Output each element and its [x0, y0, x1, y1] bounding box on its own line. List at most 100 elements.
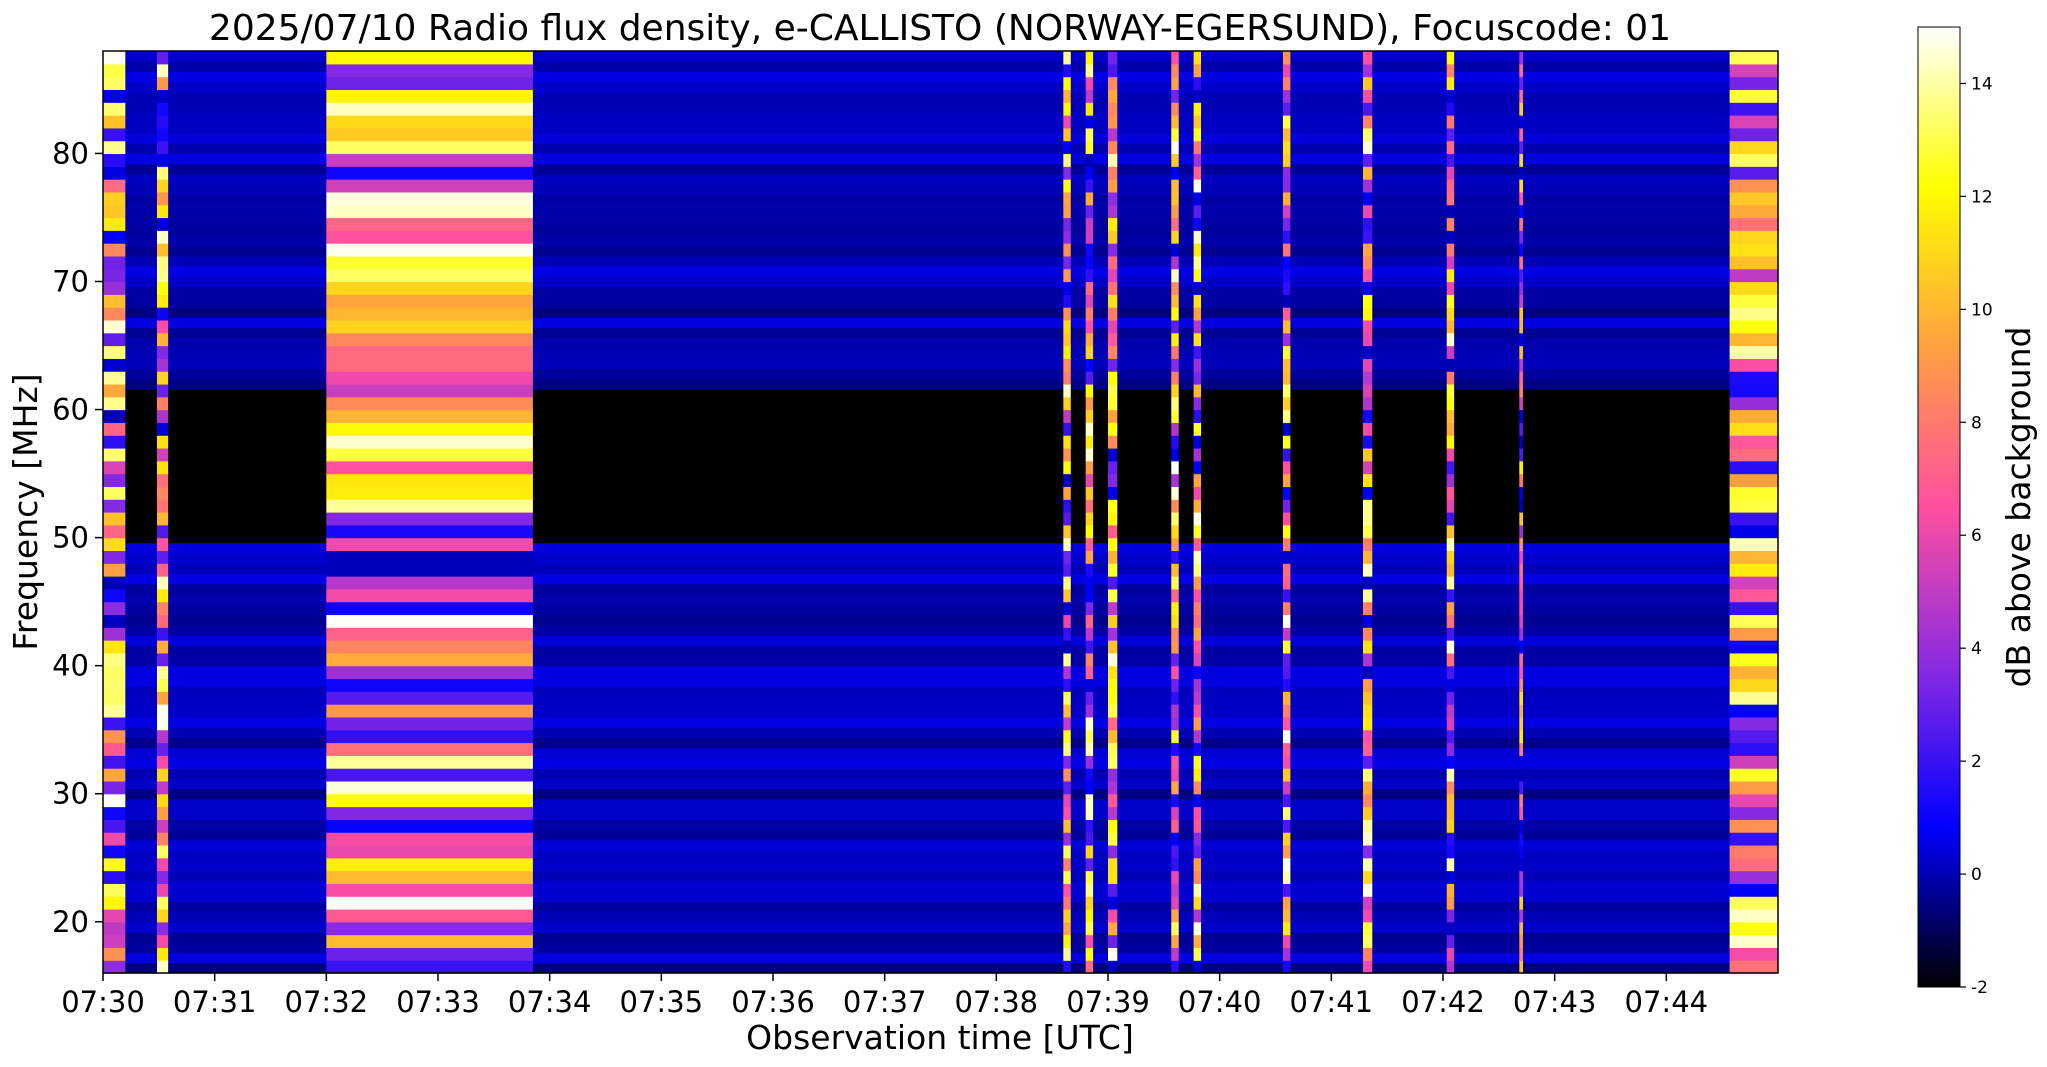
burst-cell: [1085, 294, 1094, 308]
burst-cell: [1108, 652, 1118, 667]
burst-cell: [103, 665, 126, 680]
background-band: [103, 952, 1778, 964]
burst-cell: [103, 345, 126, 359]
burst-cell: [1063, 755, 1071, 769]
burst-cell: [1729, 601, 1778, 616]
burst: [103, 51, 126, 974]
burst-cell: [1282, 102, 1291, 116]
background-band: [103, 696, 1778, 708]
burst-cell: [1446, 857, 1455, 872]
burst-cell: [326, 576, 533, 590]
burst-cell: [1108, 319, 1118, 334]
burst-cell: [103, 691, 126, 705]
colorbar-tick-label: 14: [1971, 74, 1993, 94]
burst-cell: [1085, 460, 1094, 475]
burst-cell: [326, 768, 533, 782]
burst-cell: [156, 960, 169, 974]
burst-cell: [1108, 204, 1118, 219]
burst-cell: [103, 857, 126, 872]
burst-cell: [1362, 89, 1373, 103]
burst-cell: [1193, 883, 1202, 897]
y-tick-label: 30: [52, 777, 89, 811]
burst-cell: [1063, 140, 1071, 155]
burst-cell: [1063, 857, 1071, 872]
burst-cell: [1085, 255, 1094, 270]
burst-cell: [1362, 153, 1373, 167]
burst-cell: [1193, 191, 1202, 206]
burst-cell: [103, 255, 126, 270]
burst-cell: [156, 115, 169, 129]
burst-cell: [1362, 422, 1373, 436]
burst-cell: [103, 934, 126, 948]
burst-cell: [1519, 230, 1524, 244]
burst-cell: [1729, 870, 1778, 884]
burst-cell: [1282, 960, 1291, 974]
colorbar-label: dB above background: [1999, 327, 2038, 688]
background-band: [103, 901, 1778, 913]
burst-cell: [1108, 678, 1118, 692]
burst-cell: [103, 307, 126, 321]
background-band: [103, 378, 1778, 390]
burst-cell: [1085, 217, 1094, 231]
burst-cell: [1085, 768, 1094, 782]
burst-cell: [1729, 934, 1778, 948]
burst-cell: [1085, 191, 1094, 206]
burst-cell: [1171, 550, 1179, 564]
burst-cell: [1108, 127, 1118, 142]
colorbar-tick-label: 8: [1971, 413, 1982, 433]
burst-cell: [1063, 179, 1071, 193]
burst-cell: [1171, 319, 1179, 334]
burst-cell: [1446, 422, 1455, 436]
burst-cell: [156, 947, 169, 961]
burst-cell: [156, 345, 169, 359]
burst-cell: [103, 179, 126, 193]
burst-cell: [1446, 627, 1455, 641]
burst-cell: [1193, 947, 1202, 961]
background-band: [103, 204, 1778, 216]
burst-cell: [1446, 486, 1455, 500]
burst-cell: [1519, 473, 1524, 487]
burst-cell: [1171, 934, 1179, 948]
burst-cell: [1063, 896, 1071, 910]
burst-cell: [1193, 435, 1202, 449]
burst-cell: [1193, 576, 1202, 590]
background-band: [103, 225, 1778, 236]
burst-cell: [156, 409, 169, 423]
burst-cell: [1108, 102, 1118, 116]
burst-cell: [103, 755, 126, 769]
burst-cell: [156, 383, 169, 398]
burst-cell: [103, 473, 126, 487]
burst-cell: [1171, 383, 1179, 398]
background-band: [103, 430, 1778, 441]
burst-cell: [1108, 486, 1118, 500]
burst-cell: [1193, 371, 1202, 385]
burst-cell: [1193, 179, 1202, 193]
burst-cell: [103, 486, 126, 500]
burst-cell: [1729, 217, 1778, 231]
x-tick-label: 07:43: [1513, 985, 1597, 1019]
burst-cell: [103, 89, 126, 103]
burst-cell: [1085, 755, 1094, 769]
background-band: [103, 317, 1778, 329]
burst: [326, 51, 533, 974]
burst-cell: [156, 652, 169, 667]
burst-cell: [1063, 319, 1071, 334]
burst-cell: [1362, 665, 1373, 680]
burst-cell: [1171, 486, 1179, 500]
burst-cell: [1171, 396, 1179, 411]
burst-cell: [1729, 742, 1778, 756]
burst-cell: [1362, 281, 1373, 295]
burst-cell: [1063, 383, 1071, 398]
burst-cell: [1729, 153, 1778, 167]
burst-cell: [1362, 140, 1373, 155]
burst-cell: [1519, 499, 1524, 513]
burst-cell: [1446, 345, 1455, 359]
burst-cell: [1108, 230, 1118, 244]
burst-cell: [1085, 358, 1094, 372]
burst-cell: [156, 921, 169, 936]
burst-cell: [1282, 691, 1291, 705]
background-band: [103, 593, 1778, 605]
burst-cell: [1282, 345, 1291, 359]
burst-cell: [1193, 307, 1202, 321]
burst-cell: [1282, 409, 1291, 423]
